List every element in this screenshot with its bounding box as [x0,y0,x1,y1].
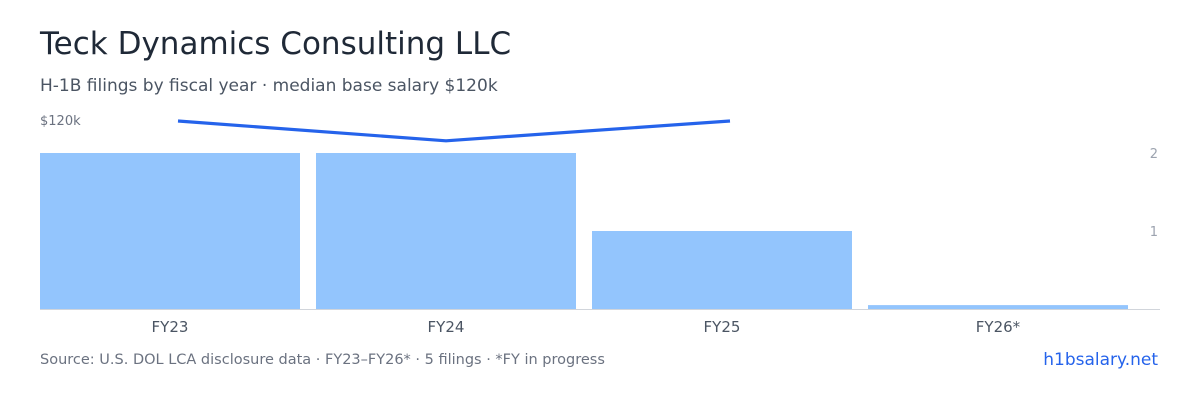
source-note: Source: U.S. DOL LCA disclosure data · F… [40,352,605,368]
x-tick-label: FY25 [704,318,741,336]
right-axis-tick-label: 1 [1150,225,1158,240]
axis-layer: FY23 FY24 FY25 FY26* 1 2 $120k [40,114,1160,336]
x-tick-label: FY26* [976,318,1021,336]
bars-layer [40,153,1128,309]
salary-line-layer [177,119,731,143]
x-tick-label: FY24 [428,318,465,336]
chart-title: Teck Dynamics Consulting LLC [40,26,512,62]
bar-fy26-partial [868,305,1128,309]
brand-link[interactable]: h1bsalary.net [1043,350,1158,370]
median-salary-line [177,119,731,143]
bar-fy24 [316,153,576,309]
x-tick-label: FY23 [152,318,189,336]
left-axis-tick-label: $120k [40,114,81,129]
chart-subtitle: H-1B filings by fiscal year · median bas… [40,76,498,96]
right-axis-tick-label: 2 [1150,147,1158,162]
bar-fy25 [592,231,852,309]
bar-fy23 [40,153,300,309]
